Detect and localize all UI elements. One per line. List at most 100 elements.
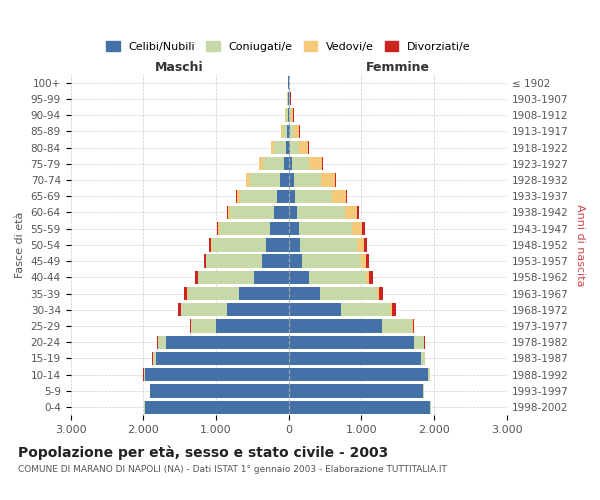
- Bar: [239, 287, 289, 300]
- Bar: [284, 157, 289, 170]
- Bar: [412, 320, 413, 332]
- Bar: [289, 124, 290, 138]
- Bar: [158, 336, 166, 349]
- Bar: [191, 320, 216, 332]
- Bar: [274, 206, 289, 219]
- Bar: [288, 108, 289, 122]
- Bar: [285, 108, 286, 122]
- Bar: [364, 238, 367, 252]
- Bar: [266, 238, 289, 252]
- Bar: [346, 190, 347, 203]
- Bar: [286, 141, 289, 154]
- Bar: [217, 222, 218, 235]
- Bar: [289, 303, 341, 316]
- Text: Femmine: Femmine: [365, 60, 430, 74]
- Bar: [230, 206, 274, 219]
- Bar: [289, 336, 413, 349]
- Bar: [199, 270, 254, 284]
- Bar: [289, 384, 423, 398]
- Bar: [274, 141, 286, 154]
- Bar: [246, 174, 250, 186]
- Legend: Celibi/Nubili, Coniugati/e, Vedovi/e, Divorziati/e: Celibi/Nubili, Coniugati/e, Vedovi/e, Di…: [101, 36, 476, 58]
- Bar: [151, 384, 289, 398]
- Bar: [289, 368, 428, 382]
- Bar: [218, 222, 220, 235]
- Bar: [209, 238, 211, 252]
- Bar: [289, 238, 300, 252]
- Bar: [228, 206, 230, 219]
- Bar: [289, 254, 302, 268]
- Bar: [300, 238, 357, 252]
- Bar: [203, 254, 206, 268]
- Bar: [421, 352, 425, 365]
- Bar: [358, 206, 359, 219]
- Bar: [184, 287, 187, 300]
- Bar: [145, 368, 289, 382]
- Bar: [289, 320, 382, 332]
- Bar: [277, 190, 289, 203]
- Bar: [357, 238, 364, 252]
- Bar: [296, 206, 344, 219]
- Bar: [294, 174, 320, 186]
- Bar: [320, 174, 335, 186]
- Bar: [181, 303, 227, 316]
- Bar: [178, 303, 181, 316]
- Bar: [299, 141, 308, 154]
- Bar: [362, 222, 365, 235]
- Bar: [289, 157, 292, 170]
- Text: Maschi: Maschi: [155, 60, 204, 74]
- Bar: [382, 320, 412, 332]
- Bar: [263, 157, 284, 170]
- Bar: [227, 303, 289, 316]
- Bar: [286, 108, 288, 122]
- Bar: [283, 124, 287, 138]
- Bar: [206, 254, 262, 268]
- Bar: [377, 287, 379, 300]
- Bar: [289, 222, 299, 235]
- Bar: [341, 303, 391, 316]
- Bar: [322, 157, 323, 170]
- Bar: [289, 287, 320, 300]
- Bar: [369, 270, 373, 284]
- Bar: [392, 303, 397, 316]
- Bar: [295, 190, 332, 203]
- Bar: [332, 190, 346, 203]
- Bar: [157, 352, 289, 365]
- Bar: [292, 157, 310, 170]
- Bar: [190, 320, 191, 332]
- Bar: [236, 190, 240, 203]
- Bar: [335, 174, 336, 186]
- Bar: [294, 124, 299, 138]
- Bar: [289, 190, 295, 203]
- Bar: [211, 238, 212, 252]
- Bar: [281, 124, 283, 138]
- Bar: [302, 254, 361, 268]
- Bar: [280, 174, 289, 186]
- Bar: [391, 303, 392, 316]
- Bar: [361, 254, 366, 268]
- Y-axis label: Fasce di età: Fasce di età: [15, 212, 25, 278]
- Bar: [271, 141, 274, 154]
- Bar: [299, 222, 352, 235]
- Bar: [287, 92, 288, 106]
- Bar: [366, 254, 369, 268]
- Bar: [240, 190, 277, 203]
- Text: Popolazione per età, sesso e stato civile - 2003: Popolazione per età, sesso e stato civil…: [18, 446, 388, 460]
- Bar: [344, 206, 358, 219]
- Bar: [216, 320, 289, 332]
- Bar: [289, 174, 294, 186]
- Bar: [289, 400, 430, 414]
- Bar: [289, 108, 292, 122]
- Text: COMUNE DI MARANO DI NAPOLI (NA) - Dati ISTAT 1° gennaio 2003 - Elaborazione TUTT: COMUNE DI MARANO DI NAPOLI (NA) - Dati I…: [18, 466, 447, 474]
- Bar: [212, 238, 266, 252]
- Bar: [290, 124, 294, 138]
- Bar: [320, 287, 377, 300]
- Bar: [365, 270, 369, 284]
- Bar: [220, 222, 270, 235]
- Bar: [287, 124, 289, 138]
- Bar: [259, 157, 263, 170]
- Bar: [289, 270, 309, 284]
- Bar: [290, 141, 299, 154]
- Bar: [413, 336, 424, 349]
- Bar: [227, 206, 228, 219]
